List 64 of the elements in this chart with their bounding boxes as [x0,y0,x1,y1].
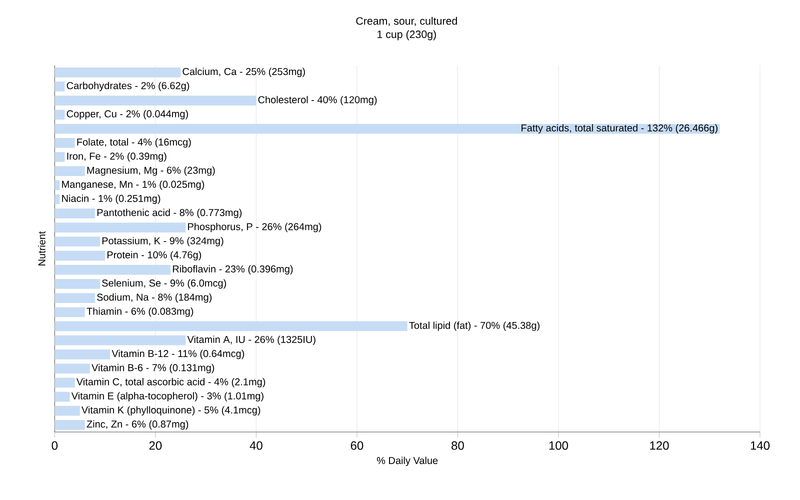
y-tick-label: Riboflavin - 23% (0.396mg) [172,265,293,274]
y-tick-label: Calcium, Ca - 25% (253mg) [182,68,305,78]
y-tick-label: Vitamin A, IU - 26% (1325IU) [187,336,316,345]
y-tick-label: Sodium, Na - 8% (184mg) [97,293,212,303]
bar [54,194,60,204]
y-tick-label: Iron, Fe - 2% (0.39mg) [67,152,166,162]
x-tick-label: 40 [250,441,262,450]
y-tick-label: Thiamin - 6% (0.083mg) [86,307,194,317]
bar [54,392,70,402]
bar [54,420,85,430]
bar [54,208,95,218]
y-tick-label: Copper, Cu - 2% (0.044mg) [66,110,188,120]
x-tick-label: 120 [650,441,669,450]
bar [54,335,186,346]
x-tick-label: 60 [350,441,364,450]
y-tick-label: Manganese, Mn - 1% (0.025mg) [62,180,204,190]
bar [54,321,408,332]
x-tick-label: 140 [750,441,770,450]
y-tick-label: Niacin - 1% (0.251mg) [62,194,160,204]
y-tick-label: Phosphorus, P - 26% (264mg) [188,222,322,232]
x-axis-title: % Daily Value [376,456,438,466]
y-tick-label: Protein - 10% (4.76g) [107,251,202,260]
chart-subtitle: 1 cup (230g) [378,30,436,40]
bar [54,96,256,106]
chart-title: Cream, sour, cultured [356,16,457,26]
bar [54,110,65,120]
bar [54,124,720,134]
y-tick-label: Vitamin K (phylloquinone) - 5% (4.1mcg) [82,406,260,416]
bar [54,264,171,275]
x-tick-label: 0 [52,441,58,450]
bar [54,152,65,162]
y-tick-label: Potassium, K - 9% (324mg) [102,236,224,246]
x-tick-label: 20 [149,441,162,450]
bar [54,278,100,289]
bar [54,138,75,148]
bar [54,307,85,318]
bar [54,82,65,92]
y-tick-label: Carbohydrates - 2% (6.62g) [66,82,190,92]
bar [54,250,106,261]
y-tick-label: Selenium, Se - 9% (6.0mcg) [102,279,226,289]
bar [54,236,100,247]
y-tick-label: Total lipid (fat) - 70% (45.38g) [409,322,540,331]
x-tick-label: 80 [452,441,464,450]
y-tick-label: Fatty acids, total saturated - 132% (26.466g) [522,124,718,134]
y-tick-label: Vitamin C, total ascorbic acid - 4% (2.1mg) [76,378,266,388]
bar [54,364,90,374]
bar [54,67,181,78]
bar [54,350,110,360]
bar [54,406,80,416]
bar [54,166,85,176]
y-tick-label: Cholesterol - 40% (120mg) [258,96,377,106]
x-tick-label: 100 [549,441,568,450]
y-tick-label: Magnesium, Mg - 6% (23mg) [87,166,215,176]
y-tick-label: Vitamin B-12 - 11% (0.64mcg) [112,350,244,360]
y-tick-label: Pantothenic acid - 8% (0.773mg) [97,208,242,218]
y-tick-label: Zinc, Zn - 6% (0.87mg) [86,420,188,430]
y-tick-label: Folate, total - 4% (16mcg) [77,138,191,148]
y-axis-title: Nutrient [38,231,46,266]
y-tick-label: Vitamin E (alpha-tocopherol) - 3% (1.01mg) [71,392,264,402]
bar [54,378,75,388]
bar [54,293,95,303]
bar [54,180,60,190]
y-tick-label: Vitamin B-6 - 7% (0.131mg) [92,364,214,374]
bar [54,222,186,232]
